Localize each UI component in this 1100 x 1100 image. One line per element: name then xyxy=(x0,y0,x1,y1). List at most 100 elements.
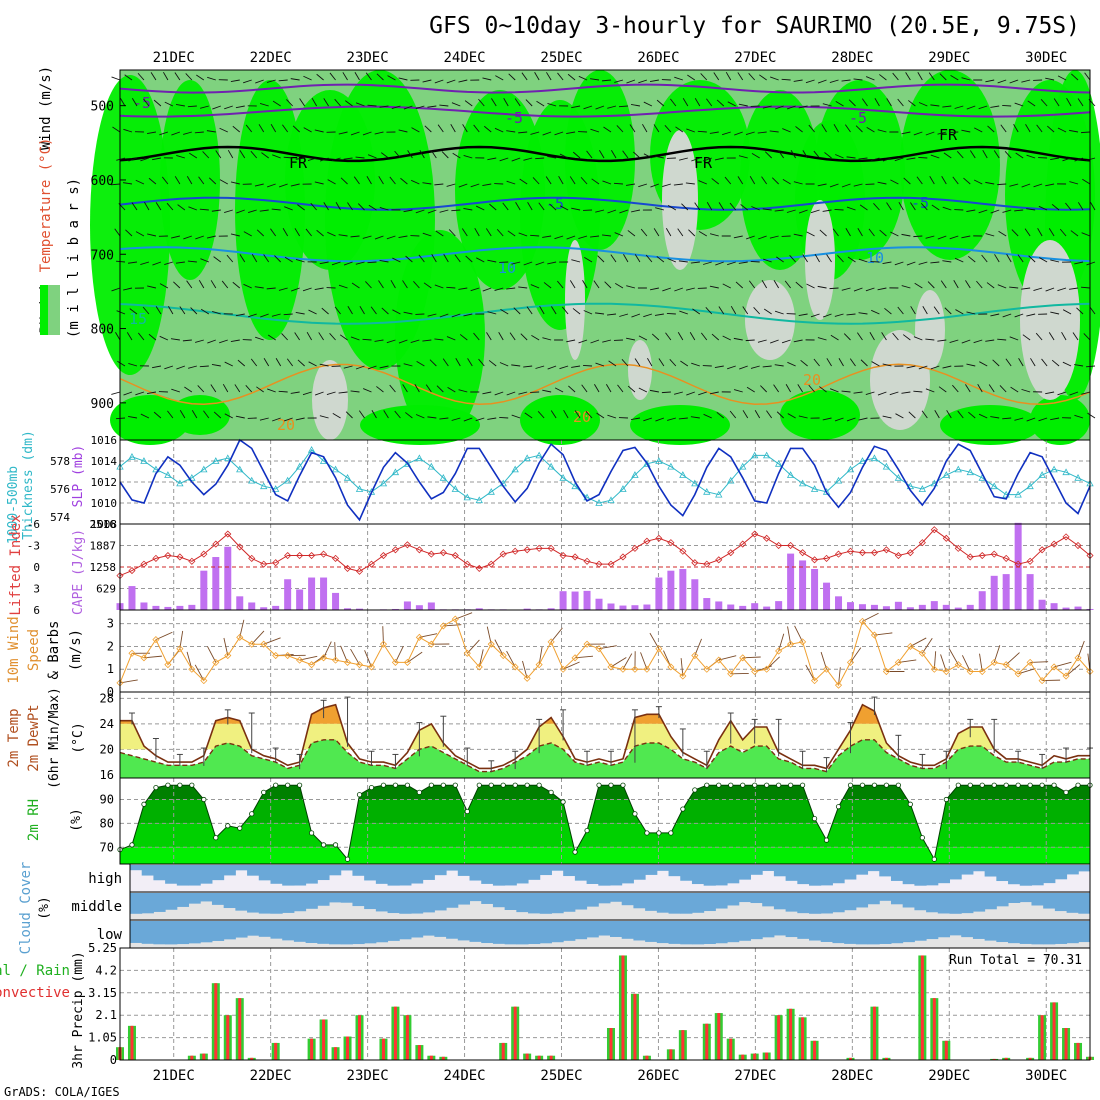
wind-barb xyxy=(563,409,569,419)
wind-barb xyxy=(523,261,533,266)
wind-speed-point xyxy=(415,633,423,641)
wind-barb xyxy=(140,157,150,162)
wind-barb xyxy=(161,176,169,185)
cape-bar xyxy=(858,604,866,610)
wind-barb xyxy=(715,261,724,266)
cloud-level-label: middle xyxy=(71,899,122,915)
wind-barb xyxy=(922,306,928,315)
wind-barb xyxy=(990,416,1000,419)
wind-barb xyxy=(463,207,473,211)
cloud-bar xyxy=(399,893,412,914)
wind-barb xyxy=(1070,230,1079,237)
precip-convective-bar xyxy=(381,1038,385,1060)
wind-barb xyxy=(997,284,1007,289)
wind-barb xyxy=(200,308,210,315)
cape-bar xyxy=(1074,606,1082,610)
wind-barb xyxy=(398,77,408,81)
wind-barb xyxy=(502,202,509,211)
thickness-point xyxy=(391,468,400,476)
wind-axis-label: (m/s) xyxy=(68,629,84,671)
cloud-bar xyxy=(399,865,412,886)
wind-barb xyxy=(290,391,300,394)
wind-barb xyxy=(845,228,851,237)
wind-barb xyxy=(278,79,288,82)
wind-barb xyxy=(259,209,269,212)
wind-barb xyxy=(985,181,995,185)
cloud-bar xyxy=(844,921,857,944)
wind-barb xyxy=(431,254,437,263)
cloud-bar xyxy=(914,921,927,941)
cape-bar xyxy=(799,560,807,610)
wind-barb xyxy=(805,664,815,681)
wind-barb xyxy=(903,177,911,185)
wind-barb xyxy=(1035,332,1043,341)
rh-point xyxy=(919,835,925,841)
wind-barb xyxy=(499,416,509,419)
wind-barb xyxy=(614,232,624,237)
wind-barb xyxy=(650,183,660,188)
cape-bar xyxy=(775,601,783,610)
wind-barb xyxy=(283,156,293,159)
precip-convective-bar xyxy=(250,1057,254,1060)
wind-barb xyxy=(515,202,521,211)
cape-bar xyxy=(128,586,136,610)
cloud-bar xyxy=(797,921,810,939)
cloud-bar xyxy=(258,893,271,914)
thickness-point xyxy=(128,452,136,460)
thickness-point xyxy=(1062,468,1070,476)
wind-barb xyxy=(713,72,720,81)
cloud-bar xyxy=(247,893,260,913)
wind-barb xyxy=(1065,664,1081,677)
precip-convective-bar xyxy=(429,1055,433,1060)
thickness-point xyxy=(715,490,723,498)
cloud-bar xyxy=(141,921,154,944)
wind-barb xyxy=(913,390,923,393)
wind-barb xyxy=(263,637,281,645)
precip-tick-label: 1.05 xyxy=(88,1031,117,1045)
wind-barb xyxy=(353,176,360,185)
wind-barb xyxy=(511,261,521,265)
cloud-bar xyxy=(211,921,225,941)
wind-barb xyxy=(581,384,588,393)
cloud-bar xyxy=(446,865,459,871)
precip-tick-label: 5.25 xyxy=(88,941,117,955)
cape-bar xyxy=(583,590,591,610)
precip-total-label: Total / Rain xyxy=(0,963,70,979)
wind-barb xyxy=(733,235,743,239)
cloud-bar xyxy=(621,921,634,939)
wind-barb xyxy=(327,231,336,237)
wind-barb xyxy=(610,254,617,263)
cloud-bar xyxy=(1054,893,1068,912)
rh-point xyxy=(752,782,758,788)
wind-barb xyxy=(112,126,121,133)
date-label-top: 25DEC xyxy=(540,50,582,66)
thickness-point xyxy=(607,496,615,504)
wind-barb xyxy=(571,105,581,109)
wind-barb xyxy=(749,175,756,185)
wind-speed-point xyxy=(451,615,459,623)
wind-barb xyxy=(506,650,516,668)
thickness-point xyxy=(571,482,579,490)
wind-speed-point xyxy=(1014,670,1022,678)
wind-barb xyxy=(857,332,863,341)
wind-barb xyxy=(473,332,480,341)
wind-barb xyxy=(506,130,516,133)
wind-speed-point xyxy=(379,640,388,648)
wind-barb xyxy=(782,128,791,133)
wind-speed-point xyxy=(367,663,376,671)
temp-tick-label: 28 xyxy=(100,691,114,705)
wind-barb xyxy=(1050,259,1060,263)
cloud-bar xyxy=(574,865,588,881)
wind-barb xyxy=(733,389,743,393)
wind-barb xyxy=(631,313,641,318)
cloud-bar xyxy=(340,921,353,945)
cloud-bar xyxy=(668,865,681,877)
wind-barb xyxy=(630,103,641,107)
wind-barb xyxy=(694,98,701,107)
li-point xyxy=(140,560,148,568)
wind-barb xyxy=(886,202,892,211)
wind-barb xyxy=(1045,77,1055,81)
wind-barb xyxy=(258,124,265,133)
wind-barb xyxy=(967,255,976,263)
precip-convective-bar xyxy=(334,1047,338,1060)
